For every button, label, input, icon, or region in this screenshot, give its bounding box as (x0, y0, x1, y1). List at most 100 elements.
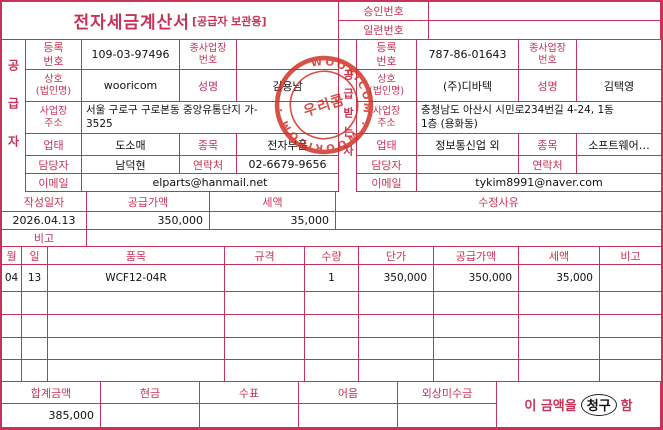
buyer-ceo-label: 성명 (519, 70, 577, 102)
approval-row: 승인번호 (339, 2, 661, 21)
supplier-reg-label: 등록 번호 (26, 40, 82, 70)
item-unit-price (359, 315, 434, 338)
col-spec: 규격 (225, 247, 305, 265)
supplier-subbiz-value (237, 40, 338, 70)
bill-value (299, 404, 398, 427)
item-day (22, 360, 48, 382)
supplier-address-value: 서울 구로구 구로본동 중앙유통단지 가- 3525 (82, 102, 338, 134)
supplier-company-label: 상호 (법인명) (26, 70, 82, 102)
item-name (48, 315, 225, 338)
supplier-biztype-value: 도소매 (82, 134, 180, 156)
item-month: 04 (2, 265, 22, 292)
buyer-subbiz-value (577, 40, 661, 70)
item-row: 04 13 WCF12-04R 1 350,000 350,000 35,000 (2, 265, 661, 292)
item-unit-price: 350,000 (359, 265, 434, 292)
item-tax (519, 338, 600, 360)
summary-band: 작성일자 공급가액 세액 수정사유 2026.04.13 350,000 35,… (2, 192, 661, 247)
supplier-company-value: wooricom (82, 70, 180, 102)
item-day (22, 315, 48, 338)
supplier-bizitem-value: 전자부품 (237, 134, 338, 156)
item-note (600, 338, 661, 360)
buyer-email-value: tykim8991@naver.com (417, 174, 661, 192)
buyer-ceo-value: 김택영 (577, 70, 661, 102)
item-tax: 35,000 (519, 265, 600, 292)
item-qty (305, 315, 359, 338)
item-month (2, 360, 22, 382)
col-unit-price: 단가 (359, 247, 434, 265)
approval-no-value (429, 2, 661, 21)
item-month (2, 338, 22, 360)
supplier-phone-label: 연락처 (180, 156, 237, 174)
supplier-address-label: 사업장 주소 (26, 102, 82, 134)
tax-amount-label: 세액 (210, 192, 336, 212)
cash-value (101, 404, 200, 427)
revision-reason-label: 수정사유 (336, 192, 661, 212)
buyer-section: 공급받는자 등록 번호 787-86-01643 종사업장 번호 상호 (법인명… (339, 40, 661, 192)
item-name (48, 338, 225, 360)
bill-label: 어음 (299, 382, 398, 404)
claim-statement: 이 금액을 청구 함 (497, 382, 661, 427)
col-tax: 세액 (519, 247, 600, 265)
item-qty: 1 (305, 265, 359, 292)
supplier-reg-value: 109-03-97496 (82, 40, 180, 70)
buyer-address-value: 충청남도 아산시 시민로234번길 4-24, 1동 1층 (용화동) (417, 102, 661, 134)
item-qty (305, 338, 359, 360)
date-value: 2026.04.13 (2, 212, 87, 230)
supplier-biztype-label: 업태 (26, 134, 82, 156)
supply-amount-label: 공급가액 (87, 192, 210, 212)
item-spec (225, 315, 305, 338)
buyer-side-label: 공급받는자 (339, 40, 357, 192)
buyer-subbiz-label: 종사업장 번호 (519, 40, 577, 70)
item-row (2, 315, 661, 338)
col-supply: 공급가액 (434, 247, 519, 265)
credit-label: 외상미수금 (398, 382, 497, 404)
item-month (2, 292, 22, 315)
date-label: 작성일자 (2, 192, 87, 212)
item-unit-price (359, 360, 434, 382)
item-tax (519, 315, 600, 338)
total-amount-value: 385,000 (2, 404, 101, 427)
serial-no-label: 일련번호 (339, 21, 429, 40)
footer-band: 합계금액 현금 수표 어음 외상미수금 385,000 이 금액을 청구 함 (2, 382, 661, 427)
parties-band: 공급자 등록 번호 109-03-97496 종사업장 번호 상호 (법인명) … (2, 40, 661, 192)
item-note (600, 292, 661, 315)
buyer-address-label: 사업장 주소 (357, 102, 417, 134)
item-supply (434, 292, 519, 315)
buyer-table: 등록 번호 787-86-01643 종사업장 번호 상호 (법인명) (주)디… (357, 40, 661, 192)
item-supply (434, 315, 519, 338)
supply-amount-value: 350,000 (87, 212, 210, 230)
approval-block: 승인번호 일련번호 (339, 2, 661, 40)
remarks-label: 비고 (2, 230, 87, 247)
item-qty (305, 292, 359, 315)
item-note (600, 315, 661, 338)
total-amount-label: 합계금액 (2, 382, 101, 404)
item-tax (519, 292, 600, 315)
check-value (200, 404, 299, 427)
item-unit-price (359, 292, 434, 315)
serial-row: 일련번호 (339, 21, 661, 40)
buyer-reg-label: 등록 번호 (357, 40, 417, 70)
item-day: 13 (22, 265, 48, 292)
item-qty (305, 360, 359, 382)
check-label: 수표 (200, 382, 299, 404)
buyer-email-label: 이메일 (357, 174, 417, 192)
supplier-section: 공급자 등록 번호 109-03-97496 종사업장 번호 상호 (법인명) … (2, 40, 339, 192)
buyer-phone-value (577, 156, 661, 174)
item-table: 월 일 품목 규격 수량 단가 공급가액 세액 비고 04 13 WCF12-0… (2, 247, 661, 382)
col-month: 월 (2, 247, 22, 265)
item-unit-price (359, 338, 434, 360)
supplier-phone-value: 02-6679-9656 (237, 156, 338, 174)
item-spec (225, 338, 305, 360)
remarks-value (87, 230, 661, 247)
item-name (48, 360, 225, 382)
header-band: 전자세금계산서 [공급자 보관용] 승인번호 일련번호 (2, 2, 661, 40)
buyer-reg-value: 787-86-01643 (417, 40, 519, 70)
invoice-title: 전자세금계산서 (73, 13, 190, 33)
buyer-bizitem-value: 소프트웨어… (577, 134, 661, 156)
claim-prefix: 이 금액을 (524, 399, 577, 414)
supplier-email-label: 이메일 (26, 174, 82, 192)
supplier-bizitem-label: 종목 (180, 134, 237, 156)
buyer-company-label: 상호 (법인명) (357, 70, 417, 102)
supplier-table: 등록 번호 109-03-97496 종사업장 번호 상호 (법인명) woor… (26, 40, 338, 192)
tax-amount-value: 35,000 (210, 212, 336, 230)
